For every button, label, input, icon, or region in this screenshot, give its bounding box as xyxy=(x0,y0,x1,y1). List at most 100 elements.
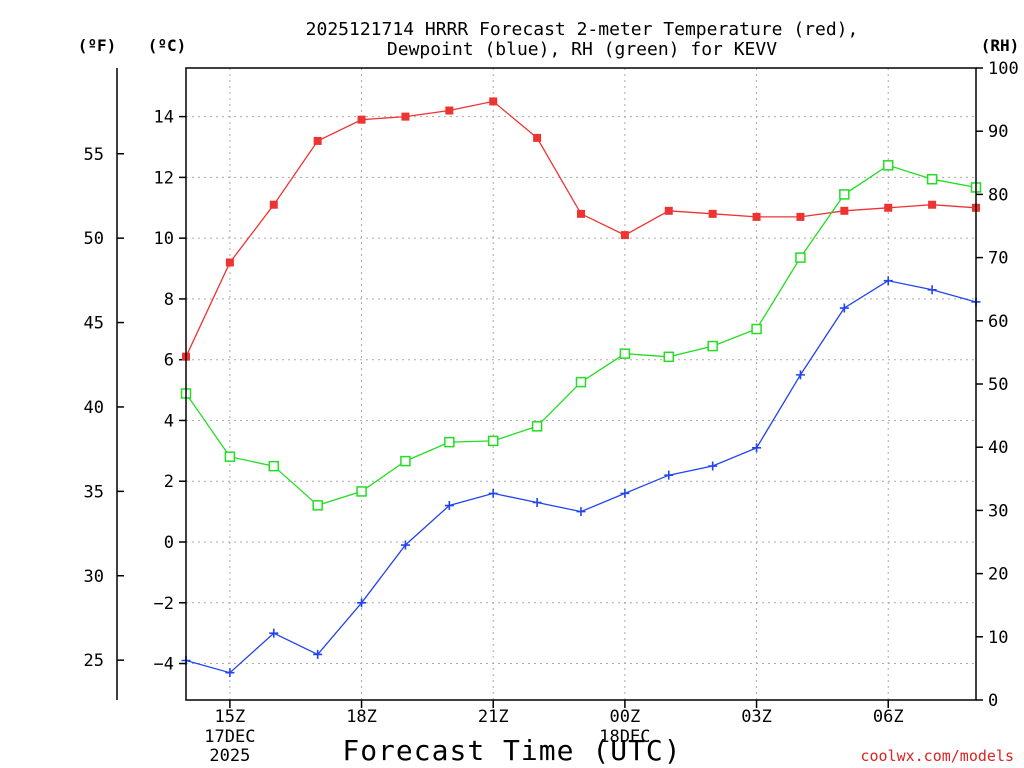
celsius-tick-label: −4 xyxy=(154,655,174,675)
watermark: coolwx.com/models xyxy=(860,747,1014,765)
celsius-axis-label: (ºC) xyxy=(148,36,187,55)
temperature-line xyxy=(185,100,977,357)
rh-point xyxy=(751,323,762,335)
chart-title-line1: 2025121714 HRRR Forecast 2-meter Tempera… xyxy=(306,19,859,40)
rh-tick-label: 10 xyxy=(988,628,1008,648)
fahrenheit-tick-label: 25 xyxy=(84,651,104,671)
time-tick-label: 15Z xyxy=(215,707,246,727)
temperature-point xyxy=(489,97,498,106)
rh-point xyxy=(356,486,367,497)
dewpoint-point xyxy=(444,501,454,511)
rh-tick-label: 40 xyxy=(988,438,1008,458)
dewpoint-point xyxy=(620,488,630,498)
rh-axis: 0 10 20 30 40 50 60 70 80 90 100 xyxy=(976,59,1019,711)
year-tick-label: 2025 xyxy=(209,746,250,766)
celsius-tick-label: 6 xyxy=(164,351,174,371)
fahrenheit-tick-label: 55 xyxy=(84,145,104,165)
temperature-point xyxy=(928,200,937,209)
time-tick-label: 06Z xyxy=(873,707,904,727)
celsius-tick-label: 10 xyxy=(154,229,174,249)
celsius-tick-label: 2 xyxy=(164,472,174,492)
time-tick-label: 03Z xyxy=(741,707,772,727)
rh-point xyxy=(663,351,675,363)
rh-point xyxy=(839,189,850,200)
dewpoint-point xyxy=(225,668,235,678)
time-tick-label: 21Z xyxy=(478,707,509,727)
dewpoint-line xyxy=(185,280,977,674)
dewpoint-point xyxy=(927,285,937,295)
temperature-point xyxy=(357,115,366,124)
temperature-point xyxy=(445,106,454,115)
series-layer xyxy=(180,97,982,678)
dewpoint-point xyxy=(839,303,849,313)
rh-point xyxy=(487,435,499,447)
dewpoint-point xyxy=(708,461,718,471)
date-tick-label: 18DEC xyxy=(599,727,650,747)
fahrenheit-tick-label: 45 xyxy=(84,314,104,334)
chart-title-line2: Dewpoint (blue), RH (green) for KEVV xyxy=(387,39,777,60)
rh-point xyxy=(400,455,411,467)
dewpoint-point xyxy=(664,470,674,480)
rh-tick-label: 80 xyxy=(988,185,1008,205)
fahrenheit-axis: 25 30 35 40 45 50 55 xyxy=(84,145,124,671)
celsius-tick-label: 8 xyxy=(164,290,174,310)
plot-frame xyxy=(185,67,977,701)
rh-tick-label: 50 xyxy=(988,375,1008,395)
temperature-point xyxy=(752,212,761,221)
temperature-point xyxy=(796,212,805,221)
dewpoint-point xyxy=(752,443,762,453)
date-tick-label: 17DEC xyxy=(204,727,255,747)
celsius-tick-label: 14 xyxy=(154,108,174,128)
temperature-point xyxy=(884,203,893,212)
fahrenheit-tick-label: 35 xyxy=(84,482,104,502)
celsius-axis: −4 −2 0 2 4 6 8 10 12 14 xyxy=(154,108,186,675)
rh-point xyxy=(312,500,323,511)
rh-tick-label: 0 xyxy=(988,691,998,711)
rh-point xyxy=(619,348,631,359)
time-tick-label: 18Z xyxy=(346,707,377,727)
fahrenheit-tick-label: 40 xyxy=(84,398,104,418)
fahrenheit-tick-label: 30 xyxy=(84,567,104,587)
rh-point xyxy=(444,436,455,448)
dewpoint-point xyxy=(488,488,498,498)
rh-point xyxy=(882,160,894,171)
rh-tick-label: 60 xyxy=(988,312,1008,332)
time-tick-label: 00Z xyxy=(610,707,641,727)
rh-tick-label: 30 xyxy=(988,501,1008,521)
x-axis-title: Forecast Time (UTC) xyxy=(342,734,681,767)
rh-point xyxy=(575,376,587,388)
rh-tick-label: 20 xyxy=(988,565,1008,585)
rh-tick-label: 70 xyxy=(988,249,1008,269)
temperature-point xyxy=(313,136,322,145)
rh-point xyxy=(926,173,938,185)
temperature-point xyxy=(533,133,542,142)
temperature-point xyxy=(577,209,585,218)
rh-point xyxy=(707,340,718,352)
dewpoint-point xyxy=(576,507,586,517)
dewpoint-point xyxy=(400,540,410,550)
celsius-tick-label: 12 xyxy=(154,168,174,188)
temperature-point xyxy=(708,209,717,218)
celsius-tick-label: 4 xyxy=(164,411,174,431)
temperature-point xyxy=(225,258,234,267)
dewpoint-point xyxy=(795,370,805,380)
fahrenheit-tick-label: 50 xyxy=(84,229,104,249)
temperature-point xyxy=(840,206,849,215)
fahrenheit-axis-label: (ºF) xyxy=(78,36,117,55)
celsius-tick-label: −2 xyxy=(154,594,174,614)
dewpoint-point xyxy=(313,649,323,659)
dewpoint-point xyxy=(269,628,279,638)
dewpoint-point xyxy=(883,276,893,286)
rh-tick-label: 90 xyxy=(988,122,1008,142)
temperature-point xyxy=(620,231,629,240)
temperature-point xyxy=(269,200,278,209)
temperature-point xyxy=(664,206,673,215)
rh-point xyxy=(795,252,806,263)
rh-point xyxy=(268,460,280,472)
temperature-point xyxy=(401,112,410,121)
rh-point xyxy=(531,421,543,432)
dewpoint-point xyxy=(357,598,367,608)
rh-point xyxy=(224,451,236,462)
